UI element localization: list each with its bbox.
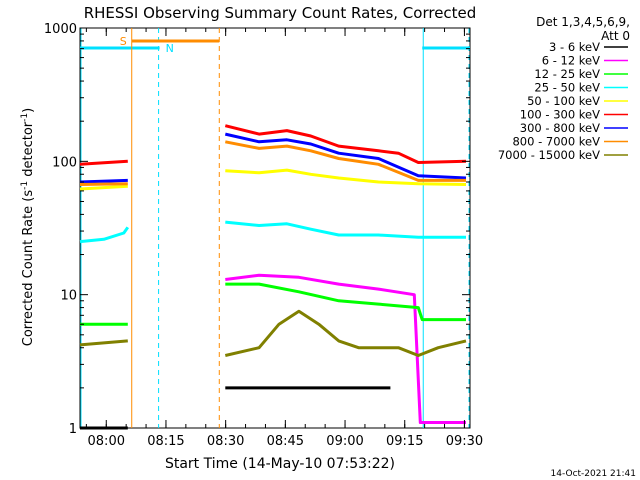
series-line-7 (225, 140, 466, 182)
x-tick-label: 08:30 (207, 434, 244, 449)
legend-label: 100 - 300 keV (520, 108, 600, 122)
y-tick-label: 1 (69, 422, 77, 437)
x-tick-label: 09:30 (446, 434, 483, 449)
legend-label: 6 - 12 keV (542, 54, 600, 68)
legend-label: 3 - 6 keV (549, 40, 600, 54)
footer-date: 14-Oct-2021 21:41 (551, 469, 636, 479)
x-tick-label: 08:45 (267, 434, 304, 449)
y-tick-label: 1000 (44, 22, 77, 37)
legend-label: 25 - 50 keV (534, 81, 600, 95)
series-line-8 (79, 339, 128, 347)
x-axis-label: Start Time (14-May-10 07:53:22) (165, 456, 395, 472)
legend-header-line-1: Det 1,3,4,5,6,9, (536, 15, 630, 29)
night-label: N (166, 42, 174, 55)
y-axis-label-sup1: -1 (20, 181, 30, 190)
series-line-6 (224, 132, 467, 180)
plot-frame (79, 27, 471, 429)
legend-label: 50 - 100 keV (527, 94, 600, 108)
series-line-3 (79, 226, 130, 244)
x-tick-label: 08:15 (147, 434, 184, 449)
y-tick-label: 10 (60, 289, 77, 304)
y-axis-label-sup2: -1 (20, 113, 30, 122)
series-line-5 (224, 124, 467, 164)
series-line-6 (79, 178, 128, 184)
chart-title: RHESSI Observing Summary Count Rates, Co… (84, 4, 477, 22)
series-line-4 (225, 168, 467, 186)
y-axis-label-mid: detector (21, 121, 36, 181)
series-line-5 (79, 159, 128, 166)
x-tick-label: 09:15 (386, 434, 423, 449)
y-axis-label-end: ) (21, 108, 36, 113)
y-axis-label: Corrected Count Rate (s-1 detector-1) (20, 108, 36, 346)
axis-layer: 1 10 100 1000 08:00 08:15 08:30 08:45 09:00 09:15… (44, 22, 483, 449)
flags-layer: SN (80, 28, 470, 428)
series-layer (79, 124, 467, 430)
legend-label: 7000 - 15000 keV (498, 148, 600, 162)
series-line-1 (225, 273, 466, 424)
series-line-8 (224, 309, 467, 357)
series-line-3 (225, 220, 466, 239)
y-axis-label-main: Corrected Count Rate (s (21, 190, 36, 347)
legend-label: 800 - 7000 keV (512, 135, 600, 149)
x-tick-label: 08:00 (88, 434, 125, 449)
series-line-4 (79, 184, 128, 191)
legend-label: 12 - 25 keV (534, 67, 600, 81)
saa-label: S (120, 35, 127, 48)
legend-label: 300 - 800 keV (520, 121, 600, 135)
legend-header-line-2: Att 0 (601, 29, 630, 43)
series-line-2 (225, 282, 466, 322)
x-tick-label: 09:00 (326, 434, 363, 449)
y-tick-label: 100 (52, 155, 77, 170)
series-line-7 (79, 182, 128, 186)
